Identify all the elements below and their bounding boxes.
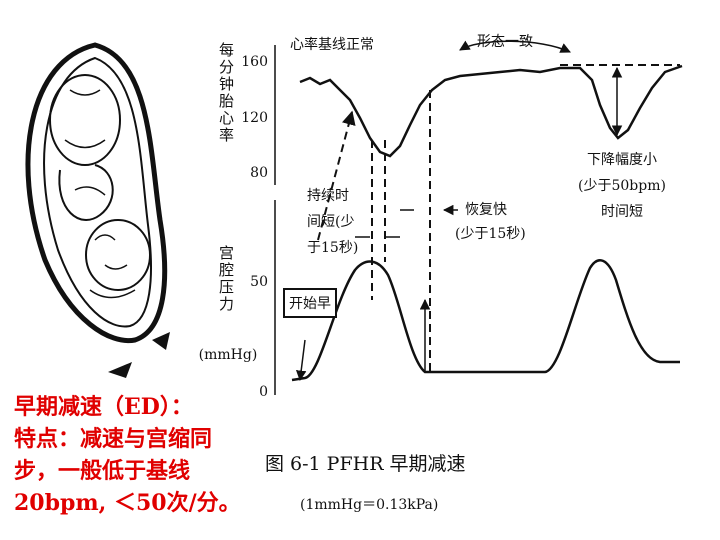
fhr-tick-label: 120 xyxy=(241,110,268,126)
pressure-tick-label: 0 xyxy=(259,384,268,400)
fhr-tick-label: 80 xyxy=(250,165,268,181)
pressure-tick-label: 50 xyxy=(250,274,268,290)
guide-arrow xyxy=(317,110,356,241)
annotation: (少于50bpm) xyxy=(578,178,666,194)
note-line: 步，一般低于基线 xyxy=(14,458,190,484)
fhr-axis-label: 每分钟胎心率 xyxy=(217,42,235,144)
fetus-illustration xyxy=(25,42,170,378)
note-line: 早期减速（ED）： xyxy=(14,394,193,420)
annotation: 于15秒) xyxy=(307,240,358,256)
annotation: (少于15秒) xyxy=(455,226,526,242)
pressure-curve xyxy=(291,259,680,382)
fhr-tick-label: 160 xyxy=(241,54,268,70)
fhr-curve xyxy=(299,64,683,158)
note-line: 特点：减速与宫缩同 xyxy=(14,426,212,452)
annotation: 下降幅度小 xyxy=(587,152,657,168)
guide-lines xyxy=(371,64,680,372)
annotation: 心率基线正常 xyxy=(290,36,374,53)
annotation: 持续时 xyxy=(307,187,349,204)
annotation: 间短(少 xyxy=(307,214,354,230)
pressure-axis-label: 宫腔压力 xyxy=(217,245,235,313)
annotation: 恢复快 xyxy=(465,201,507,218)
annotation: 开始早 xyxy=(289,296,331,312)
caption-note: (1mmHg＝0.13kPa) xyxy=(300,497,438,513)
caption-title: 图 6-1 PFHR 早期减速 xyxy=(265,453,466,475)
annotation: 时间短 xyxy=(601,204,643,220)
shape-arrow xyxy=(459,40,571,53)
onset-arrow xyxy=(295,339,307,382)
onset-box xyxy=(283,288,337,318)
pressure-axis-unit: (mmHg) xyxy=(199,347,258,363)
annotation: 形态一致 xyxy=(477,34,533,50)
duration-arrows xyxy=(355,210,458,238)
note-line: 20bpm, ＜50次/分。 xyxy=(14,490,241,516)
